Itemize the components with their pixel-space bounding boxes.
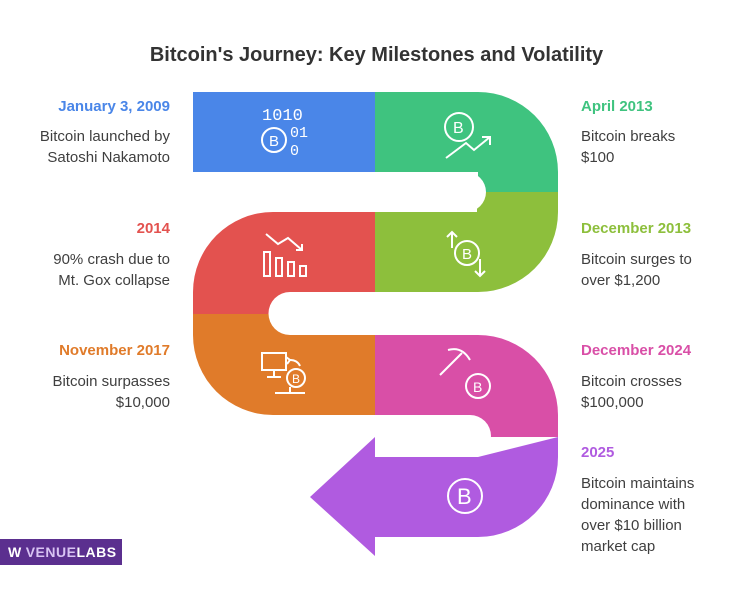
milestone-date-nov-2017: November 2017 (59, 342, 170, 359)
segment-2025 (310, 437, 558, 556)
segment-apr-2013 (375, 92, 558, 192)
svg-text:0: 0 (290, 143, 299, 160)
segment-2014 (193, 212, 375, 314)
bitcoin-coin-icon: B (447, 478, 483, 514)
segment-nov-2017 (193, 314, 375, 415)
milestone-date-dec-2024: December 2024 (581, 342, 692, 359)
milestone-desc-2025: Bitcoin maintains dominance with over $1… (581, 475, 695, 555)
binary-bitcoin-icon: 1010 B 01 0 (261, 107, 308, 160)
declining-chart-icon (263, 233, 307, 277)
milestone-desc-dec-2013: Bitcoin surges to over $1,200 (581, 251, 692, 289)
milestone-date-2025: 2025 (581, 444, 615, 461)
page-title: Bitcoin's Journey: Key Milestones and Vo… (149, 44, 604, 66)
computer-bitcoin-icon: B (261, 352, 306, 394)
svg-text:01: 01 (290, 125, 308, 142)
svg-text:B: B (457, 484, 472, 509)
bitcoin-mining-icon: B (439, 348, 491, 399)
svg-text:B: B (269, 133, 279, 150)
svg-text:B: B (462, 246, 472, 263)
milestone-desc-apr-2013: Bitcoin breaks $100 (581, 128, 676, 166)
milestone-desc-2009: Bitcoin launched by Satoshi Nakamoto (39, 128, 170, 166)
milestone-date-apr-2013: April 2013 (581, 98, 653, 115)
bitcoin-growth-icon: B (444, 112, 491, 159)
bitcoin-volatility-icon: B (446, 230, 486, 278)
milestone-desc-dec-2024: Bitcoin crosses $100,000 (581, 373, 682, 411)
venuelabs-logo-icon: W (8, 544, 22, 560)
svg-text:B: B (453, 120, 464, 137)
svg-text:B: B (292, 372, 300, 386)
milestone-desc-2014: 90% crash due to Mt. Gox collapse (53, 251, 170, 289)
svg-text:B: B (473, 379, 482, 395)
venuelabs-logo: W VENUELABS (0, 539, 122, 565)
milestone-desc-nov-2017: Bitcoin surpasses $10,000 (52, 373, 170, 411)
milestone-date-2009: January 3, 2009 (58, 98, 170, 115)
svg-text:1010: 1010 (262, 107, 303, 126)
milestone-date-2014: 2014 (136, 220, 170, 237)
milestone-date-dec-2013: December 2013 (581, 220, 692, 237)
